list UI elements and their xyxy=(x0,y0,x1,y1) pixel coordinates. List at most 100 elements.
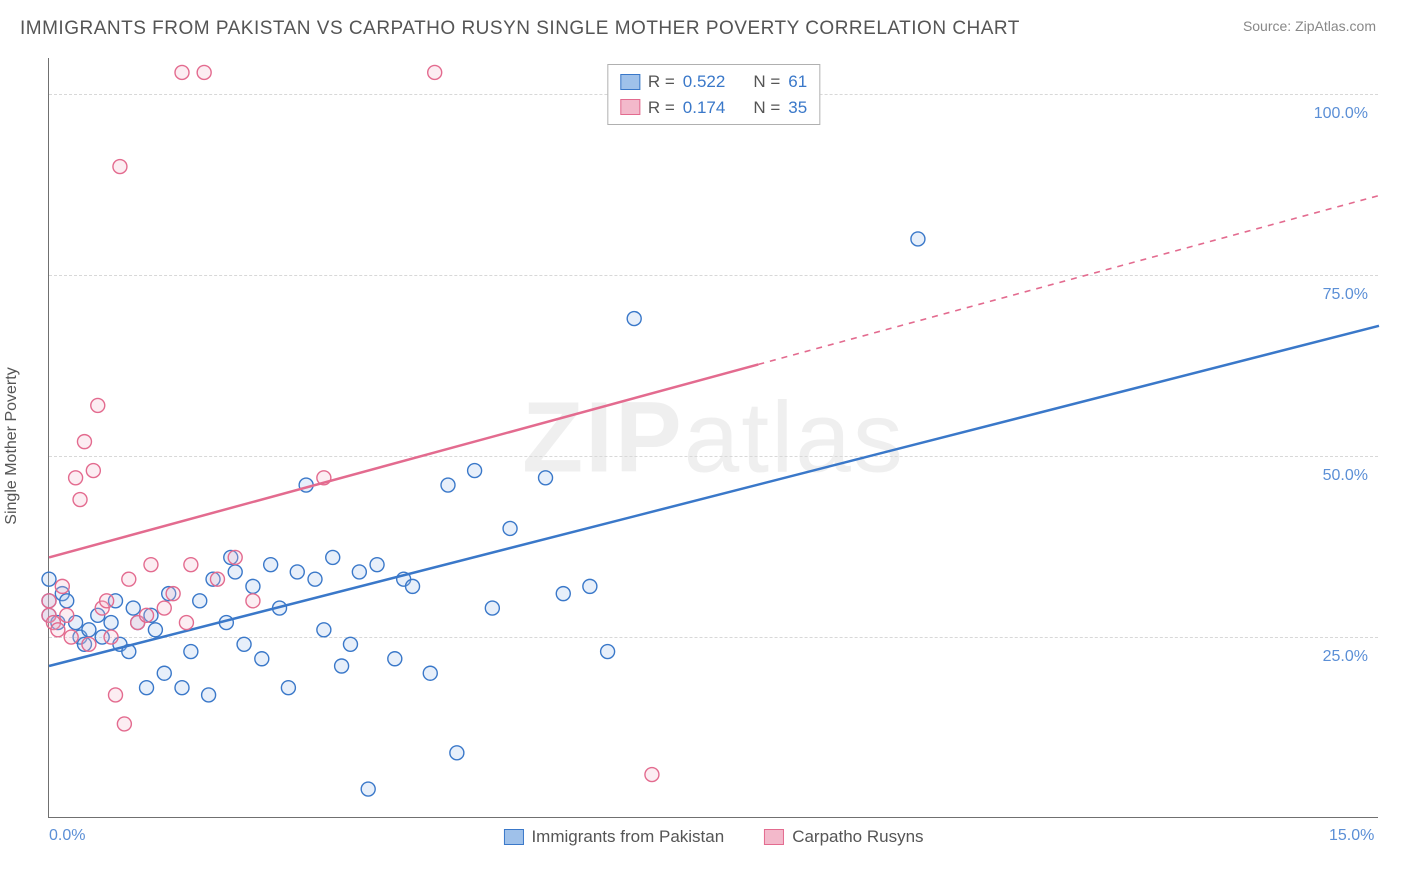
legend-swatch xyxy=(764,829,784,845)
data-point xyxy=(166,587,180,601)
data-point xyxy=(388,652,402,666)
data-point xyxy=(140,681,154,695)
data-point xyxy=(175,681,189,695)
data-point xyxy=(100,594,114,608)
stats-legend-row: R = 0.174 N = 35 xyxy=(620,95,807,121)
data-point xyxy=(60,608,74,622)
x-tick-label: 15.0% xyxy=(1329,827,1374,845)
r-value: 0.522 xyxy=(683,69,726,95)
data-point xyxy=(645,768,659,782)
data-point xyxy=(202,688,216,702)
data-point xyxy=(503,521,517,535)
chart-title: IMMIGRANTS FROM PAKISTAN VS CARPATHO RUS… xyxy=(20,18,1020,40)
legend-item: Immigrants from Pakistan xyxy=(503,827,724,847)
data-point xyxy=(335,659,349,673)
data-point xyxy=(290,565,304,579)
data-point xyxy=(179,616,193,630)
data-point xyxy=(73,493,87,507)
data-point xyxy=(69,471,83,485)
r-label: R = xyxy=(648,95,675,121)
data-point xyxy=(60,594,74,608)
data-point xyxy=(113,160,127,174)
data-point xyxy=(911,232,925,246)
legend-swatch xyxy=(503,829,523,845)
legend-swatch xyxy=(620,74,640,90)
data-point xyxy=(326,550,340,564)
data-point xyxy=(583,579,597,593)
y-tick-label: 50.0% xyxy=(1323,467,1368,485)
legend-label: Immigrants from Pakistan xyxy=(531,827,724,847)
data-point xyxy=(246,579,260,593)
data-point xyxy=(157,666,171,680)
data-point xyxy=(556,587,570,601)
data-point xyxy=(82,623,96,637)
n-value: 35 xyxy=(788,95,807,121)
r-label: R = xyxy=(648,69,675,95)
data-point xyxy=(450,746,464,760)
data-point xyxy=(264,558,278,572)
data-point xyxy=(104,630,118,644)
data-point xyxy=(228,550,242,564)
n-label: N = xyxy=(753,69,780,95)
data-point xyxy=(122,572,136,586)
data-point xyxy=(352,565,366,579)
data-point xyxy=(281,681,295,695)
data-point xyxy=(255,652,269,666)
data-point xyxy=(441,478,455,492)
data-point xyxy=(86,464,100,478)
data-point xyxy=(91,398,105,412)
x-tick-label: 0.0% xyxy=(49,827,85,845)
data-point xyxy=(627,312,641,326)
data-point xyxy=(237,637,251,651)
data-point xyxy=(42,572,56,586)
data-point xyxy=(361,782,375,796)
data-point xyxy=(317,623,331,637)
n-value: 61 xyxy=(788,69,807,95)
data-point xyxy=(184,645,198,659)
data-point xyxy=(210,572,224,586)
stats-legend: R = 0.522 N = 61 R = 0.174 N = 35 xyxy=(607,64,820,125)
chart-svg xyxy=(49,58,1378,817)
data-point xyxy=(423,666,437,680)
data-point xyxy=(109,688,123,702)
data-point xyxy=(197,65,211,79)
legend-swatch xyxy=(620,99,640,115)
data-point xyxy=(308,572,322,586)
data-point xyxy=(144,558,158,572)
data-point xyxy=(42,594,56,608)
data-point xyxy=(485,601,499,615)
r-value: 0.174 xyxy=(683,95,726,121)
legend-label: Carpatho Rusyns xyxy=(792,827,923,847)
data-point xyxy=(64,630,78,644)
plot-area: ZIPatlas R =0.522N =61R =0.174N =35 Immi… xyxy=(48,58,1378,818)
series-legend: Immigrants from Pakistan Carpatho Rusyns xyxy=(503,827,923,847)
data-point xyxy=(82,637,96,651)
data-point xyxy=(104,616,118,630)
y-tick-label: 75.0% xyxy=(1323,286,1368,304)
y-tick-label: 25.0% xyxy=(1323,648,1368,666)
data-point xyxy=(184,558,198,572)
data-point xyxy=(51,623,65,637)
trend-line-dashed xyxy=(758,196,1379,365)
data-point xyxy=(157,601,171,615)
data-point xyxy=(246,594,260,608)
data-point xyxy=(175,65,189,79)
y-axis-title: Single Mother Poverty xyxy=(3,367,21,524)
data-point xyxy=(370,558,384,572)
data-point xyxy=(148,623,162,637)
data-point xyxy=(406,579,420,593)
data-point xyxy=(126,601,140,615)
data-point xyxy=(77,435,91,449)
trend-line xyxy=(49,364,758,557)
data-point xyxy=(539,471,553,485)
data-point xyxy=(468,464,482,478)
data-point xyxy=(228,565,242,579)
data-point xyxy=(140,608,154,622)
n-label: N = xyxy=(753,95,780,121)
source-label: Source: ZipAtlas.com xyxy=(1243,18,1376,34)
data-point xyxy=(601,645,615,659)
data-point xyxy=(193,594,207,608)
data-point xyxy=(343,637,357,651)
legend-item: Carpatho Rusyns xyxy=(764,827,923,847)
y-tick-label: 100.0% xyxy=(1314,105,1368,123)
